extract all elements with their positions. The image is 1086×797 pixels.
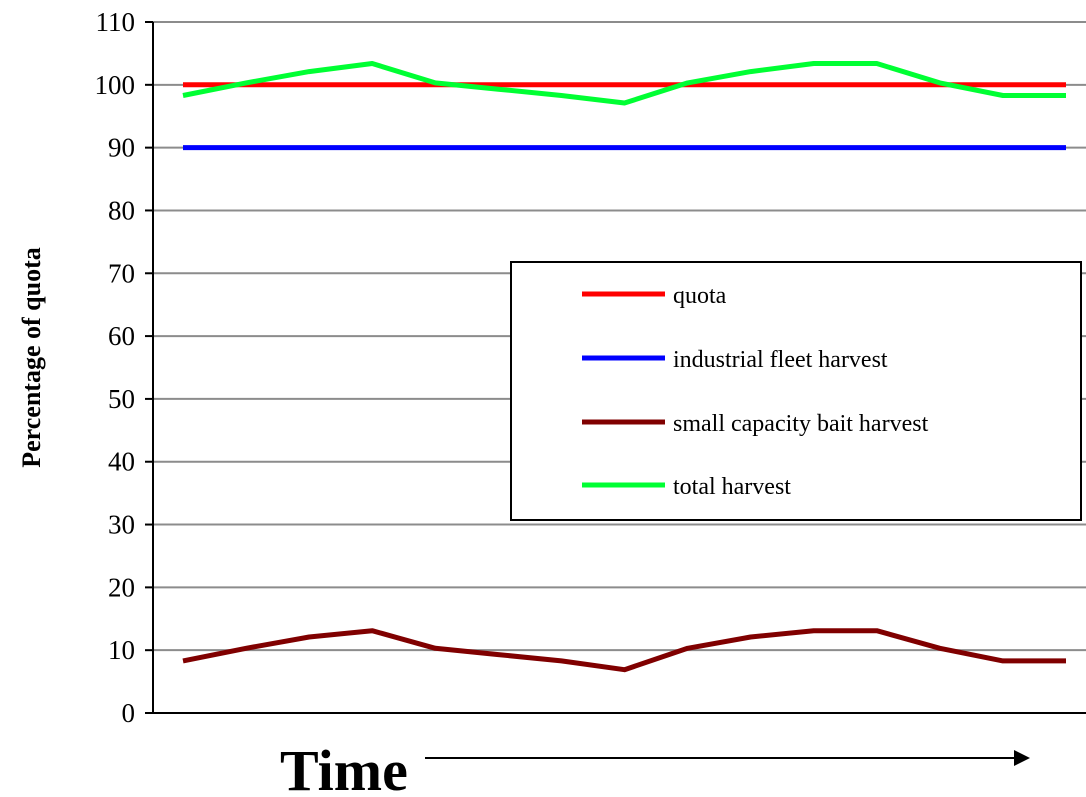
y-tick-labels: 0 10 20 30 40 50 60 70 80 90 100 110 bbox=[95, 7, 136, 728]
axes bbox=[145, 21, 1086, 714]
y-tick-label: 90 bbox=[108, 133, 135, 163]
y-tick-label: 40 bbox=[108, 447, 135, 477]
legend-item: small capacity bait harvest bbox=[582, 411, 929, 437]
y-tick-label: 30 bbox=[108, 510, 135, 540]
y-tick-label: 70 bbox=[108, 258, 135, 288]
series-line-total-harvest bbox=[182, 61, 1066, 106]
legend-item: total harvest bbox=[582, 474, 791, 500]
y-axis-label: Percentage of quota bbox=[17, 247, 46, 467]
legend: quota industrial fleet harvest small capac… bbox=[510, 261, 1082, 521]
y-tick-label: 60 bbox=[108, 321, 135, 351]
series-line-small-capacity-bait-harvest bbox=[182, 628, 1066, 673]
legend-label: quota bbox=[673, 283, 727, 309]
series-lines bbox=[182, 61, 1066, 673]
legend-box bbox=[510, 261, 1082, 521]
legend-item: quota bbox=[582, 283, 727, 309]
legend-label: small capacity bait harvest bbox=[673, 411, 929, 437]
y-tick-label: 20 bbox=[108, 572, 135, 602]
legend-label: total harvest bbox=[673, 474, 791, 500]
y-tick-label: 0 bbox=[122, 698, 136, 728]
legend-item: industrial fleet harvest bbox=[582, 347, 888, 373]
y-tick-label: 10 bbox=[108, 635, 135, 665]
y-tick-label: 110 bbox=[96, 7, 136, 37]
time-arrowhead-icon bbox=[1014, 750, 1030, 766]
y-tick-label: 100 bbox=[95, 70, 136, 100]
y-tick-label: 80 bbox=[108, 195, 135, 225]
y-tick-label: 50 bbox=[108, 384, 135, 414]
x-axis-label-group: Time bbox=[280, 738, 1030, 797]
x-axis-label: Time bbox=[280, 738, 408, 797]
legend-label: industrial fleet harvest bbox=[673, 347, 888, 373]
